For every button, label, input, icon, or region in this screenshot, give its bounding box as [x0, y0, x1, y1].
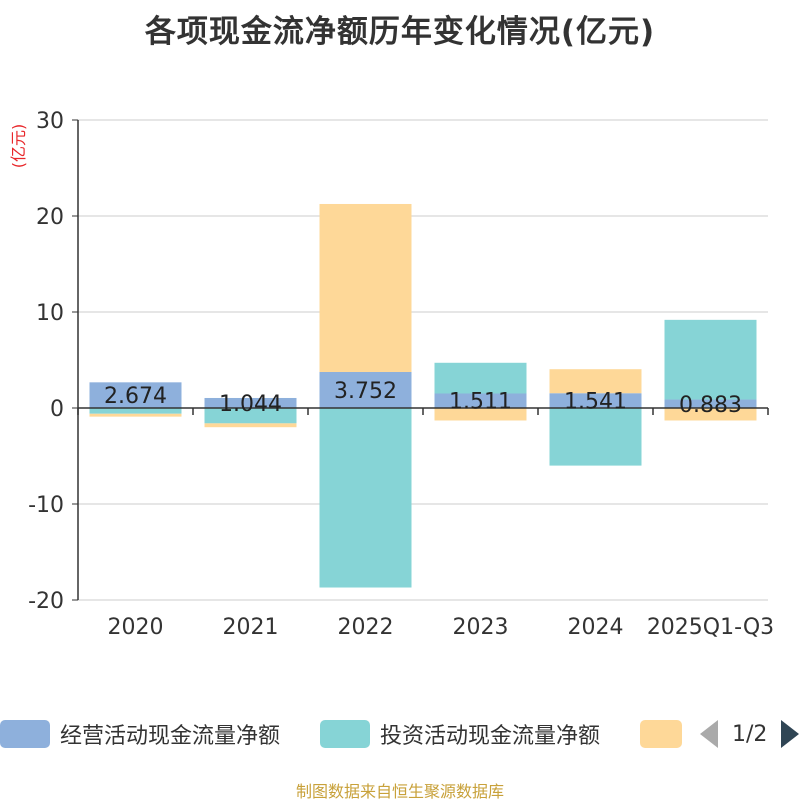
- legend-label-investing: 投资活动现金流量净额: [380, 724, 601, 749]
- bar-investing-2021[interactable]: [204, 408, 297, 424]
- x-tick-label: 2021: [223, 615, 279, 640]
- bar-investing-2022[interactable]: [319, 408, 412, 588]
- bar-operating-2020[interactable]: [89, 382, 182, 408]
- bar-investing-2025Q1-Q3[interactable]: [664, 319, 757, 400]
- data-label-operating-2021: 1.044: [219, 392, 282, 417]
- bar-financing-2020[interactable]: [89, 413, 182, 417]
- data-label-operating-2020: 2.674: [104, 384, 167, 409]
- x-tick-label: 2022: [338, 615, 394, 640]
- data-source-note: 制图数据来自恒生聚源数据库: [295, 782, 504, 801]
- x-tick-label: 2024: [568, 615, 624, 640]
- bar-financing-2021[interactable]: [204, 423, 297, 428]
- chart-legend: 经营活动现金流量净额 投资活动现金流量净额 1/2: [0, 716, 800, 752]
- legend-item-investing[interactable]: 投资活动现金流量净额: [320, 716, 600, 752]
- y-tick-label: 0: [50, 397, 64, 422]
- y-tick-label: 30: [36, 109, 64, 134]
- legend-label-operating: 经营活动现金流量净额: [60, 724, 281, 749]
- data-label-operating-2024: 1.541: [564, 390, 627, 415]
- y-tick-label: -20: [28, 589, 64, 614]
- x-tick-label: 2020: [108, 615, 164, 640]
- bar-financing-2025Q1-Q3[interactable]: [664, 408, 757, 421]
- bar-operating-2021[interactable]: [204, 397, 297, 408]
- bar-operating-2024[interactable]: [549, 393, 642, 408]
- legend-item-operating[interactable]: 经营活动现金流量净额: [0, 716, 280, 752]
- bar-operating-2025Q1-Q3[interactable]: [664, 399, 757, 408]
- legend-prev-arrow-icon[interactable]: [700, 720, 718, 748]
- legend-pager: 1/2: [700, 716, 800, 752]
- x-tick-label: 2023: [453, 615, 509, 640]
- cash-flow-chart: 30 20 10 0 -10 -20 (亿元) 2.674 1.044 3.752 1.511 1.5…: [9, 109, 774, 640]
- bar-investing-2024[interactable]: [549, 408, 642, 466]
- y-tick-label: -10: [28, 493, 64, 518]
- bar-financing-2022[interactable]: [319, 203, 412, 372]
- y-axis-unit-label: (亿元): [9, 124, 28, 169]
- bar-operating-2023[interactable]: [434, 393, 527, 408]
- y-tick-label: 20: [36, 205, 64, 230]
- data-label-operating-2023: 1.511: [449, 390, 512, 415]
- x-tick-label: 2025Q1-Q3: [647, 615, 774, 640]
- legend-swatch-investing: [320, 720, 370, 748]
- legend-page-indicator: 1/2: [732, 721, 768, 747]
- bar-investing-2020[interactable]: [89, 408, 182, 414]
- data-label-operating-2022: 3.752: [334, 379, 397, 404]
- bar-operating-2022[interactable]: [319, 371, 412, 408]
- bar-financing-2024[interactable]: [549, 369, 642, 394]
- legend-swatch-financing: [640, 720, 682, 748]
- bar-financing-2023[interactable]: [434, 408, 527, 421]
- legend-item-financing[interactable]: [640, 716, 682, 752]
- data-label-operating-2025Q1-Q3: 0.883: [679, 393, 742, 418]
- bar-investing-2023[interactable]: [434, 362, 527, 394]
- chart-title: 各项现金流净额历年变化情况(亿元): [144, 14, 656, 50]
- legend-next-arrow-icon[interactable]: [781, 720, 800, 748]
- y-tick-label: 10: [36, 301, 64, 326]
- legend-swatch-operating: [0, 720, 50, 748]
